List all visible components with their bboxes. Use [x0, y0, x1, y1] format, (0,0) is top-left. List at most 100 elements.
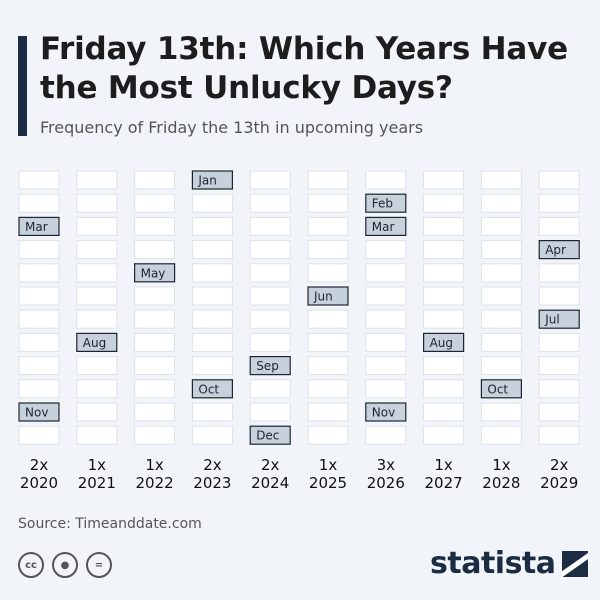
empty-month-cell	[18, 425, 60, 445]
empty-month-cell	[423, 170, 465, 190]
empty-month-cell	[249, 263, 291, 283]
empty-month-cell	[538, 332, 580, 352]
empty-month-cell	[480, 286, 522, 306]
source-note: Source: Timeanddate.com	[18, 516, 202, 532]
friday-13th-grid-chart: MarNov2x2020Aug1x2021May1x2022JanOct2x20…	[18, 170, 580, 492]
empty-month-cell	[423, 286, 465, 306]
empty-month-cell	[538, 356, 580, 376]
year-axis-label: 2020	[20, 474, 58, 492]
highlighted-month-cell	[307, 286, 349, 306]
empty-month-cell	[134, 193, 176, 213]
statista-logo: statista	[430, 546, 588, 581]
attribution-icon: ●	[52, 552, 78, 578]
month-label: Aug	[83, 336, 106, 350]
empty-month-cell	[365, 379, 407, 399]
empty-month-cell	[134, 402, 176, 422]
highlighted-month-cell	[191, 170, 233, 190]
empty-month-cell	[480, 170, 522, 190]
empty-month-cell	[134, 379, 176, 399]
year-count-label: 1x	[88, 456, 107, 474]
empty-month-cell	[249, 240, 291, 260]
empty-month-cell	[18, 240, 60, 260]
empty-month-cell	[191, 216, 233, 236]
empty-month-cell	[423, 379, 465, 399]
empty-month-cell	[480, 240, 522, 260]
month-label: Oct	[487, 382, 508, 396]
empty-month-cell	[76, 240, 118, 260]
empty-month-cell	[480, 425, 522, 445]
year-count-label: 1x	[319, 456, 338, 474]
empty-month-cell	[249, 309, 291, 329]
empty-month-cell	[76, 402, 118, 422]
empty-month-cell	[538, 286, 580, 306]
empty-month-cell	[365, 240, 407, 260]
month-label: Oct	[198, 382, 219, 396]
month-label: Jul	[544, 313, 559, 327]
empty-month-cell	[249, 193, 291, 213]
highlighted-month-cell	[249, 425, 291, 445]
empty-month-cell	[423, 309, 465, 329]
month-label: Aug	[430, 336, 453, 350]
year-axis-label: 2028	[482, 474, 520, 492]
empty-month-cell	[134, 332, 176, 352]
page-title: Friday 13th: Which Years Have the Most U…	[40, 31, 568, 106]
empty-month-cell	[134, 425, 176, 445]
year-axis-label: 2027	[425, 474, 463, 492]
empty-month-cell	[307, 240, 349, 260]
empty-month-cell	[480, 193, 522, 213]
empty-month-cell	[191, 240, 233, 260]
empty-month-cell	[538, 425, 580, 445]
empty-month-cell	[307, 216, 349, 236]
empty-month-cell	[76, 263, 118, 283]
empty-month-cell	[538, 379, 580, 399]
empty-month-cell	[480, 216, 522, 236]
empty-month-cell	[423, 356, 465, 376]
year-axis-label: 2022	[136, 474, 174, 492]
empty-month-cell	[134, 356, 176, 376]
highlighted-month-cell	[365, 402, 407, 422]
empty-month-cell	[76, 286, 118, 306]
empty-month-cell	[18, 286, 60, 306]
year-axis-label: 2021	[78, 474, 116, 492]
empty-month-cell	[134, 216, 176, 236]
highlighted-month-cell	[76, 332, 118, 352]
empty-month-cell	[423, 240, 465, 260]
empty-month-cell	[307, 356, 349, 376]
empty-month-cell	[249, 379, 291, 399]
empty-month-cell	[423, 216, 465, 236]
month-label: Nov	[372, 406, 395, 420]
highlighted-month-cell	[191, 379, 233, 399]
empty-month-cell	[538, 216, 580, 236]
month-label: Mar	[25, 220, 48, 234]
highlighted-month-cell	[18, 402, 60, 422]
title-accent-bar	[18, 36, 27, 136]
highlighted-month-cell	[480, 379, 522, 399]
empty-month-cell	[18, 170, 60, 190]
empty-month-cell	[191, 263, 233, 283]
empty-month-cell	[249, 402, 291, 422]
highlighted-month-cell	[423, 332, 465, 352]
empty-month-cell	[249, 216, 291, 236]
empty-month-cell	[134, 240, 176, 260]
page-subtitle: Frequency of Friday the 13th in upcoming…	[40, 118, 424, 137]
statista-mark-icon	[561, 550, 588, 577]
year-axis-label: 2029	[540, 474, 578, 492]
empty-month-cell	[423, 263, 465, 283]
empty-month-cell	[538, 170, 580, 190]
empty-month-cell	[249, 170, 291, 190]
empty-month-cell	[480, 309, 522, 329]
empty-month-cell	[307, 263, 349, 283]
empty-month-cell	[538, 402, 580, 422]
empty-month-cell	[307, 309, 349, 329]
empty-month-cell	[538, 193, 580, 213]
highlighted-month-cell	[538, 240, 580, 260]
year-count-label: 2x	[261, 456, 280, 474]
month-label: Feb	[372, 197, 393, 211]
month-label: Apr	[545, 243, 566, 257]
empty-month-cell	[76, 425, 118, 445]
empty-month-cell	[365, 425, 407, 445]
empty-month-cell	[134, 309, 176, 329]
empty-month-cell	[134, 170, 176, 190]
year-count-label: 1x	[492, 456, 511, 474]
empty-month-cell	[191, 402, 233, 422]
